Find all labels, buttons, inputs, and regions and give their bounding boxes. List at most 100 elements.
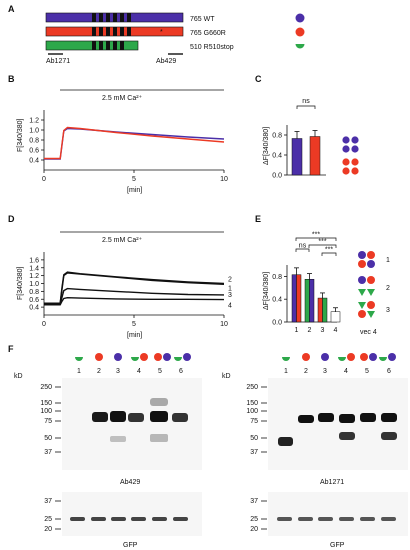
construct-label-wt: 765 WT <box>190 16 215 23</box>
legend-e-label-4: vec 4 <box>360 329 377 336</box>
panel-label-e: E <box>255 214 261 224</box>
loading-label-left: GFP <box>123 542 138 549</box>
ytick-label: 1.2 <box>29 273 39 280</box>
xtick-label: 1 <box>295 327 299 334</box>
mw-label-right: 150 <box>246 400 258 407</box>
panel-a-constructs: * Ab1271 Ab429 765 WT 765 G660R 510 R510… <box>45 12 305 65</box>
bar <box>309 136 321 176</box>
xtick-label: 0 <box>42 176 46 183</box>
mw-label-left: 37 <box>44 498 52 505</box>
panel-label-c: C <box>255 74 262 84</box>
sig-bracket-c <box>296 105 316 109</box>
xlabel-b: [min] <box>127 187 142 194</box>
bar <box>322 297 328 323</box>
series-line-1 <box>44 126 225 160</box>
ytick-label: 1.0 <box>29 128 39 135</box>
lane-number-right: 4 <box>344 368 348 375</box>
ytick-label: 0.8 <box>29 138 39 145</box>
mw-label-right: 50 <box>250 435 258 442</box>
lane-number-left: 3 <box>116 368 120 375</box>
sig-bracket-e <box>321 252 337 256</box>
ytick-label: 1.0 <box>29 281 39 288</box>
ylabel-c: ΔF[340/380] <box>263 127 270 165</box>
panel-label-d: D <box>8 214 15 224</box>
series-line-3 <box>44 287 225 305</box>
xtick-label: 3 <box>321 327 325 334</box>
legend-e-label-3: 3 <box>386 307 390 314</box>
ca-annotation-d: 2.5 mM Ca²⁺ <box>102 237 143 244</box>
mw-label-left: 25 <box>44 516 52 523</box>
panel-b-chart: 2.5 mM Ca²⁺ F[340/380] [min] 0.4 0.6 0.8 1.… <box>17 89 228 194</box>
mw-label-left: 37 <box>44 449 52 456</box>
ylabel-d: F[340/380] <box>17 266 24 300</box>
panel-label-b: B <box>8 74 15 84</box>
mw-label-right: 250 <box>246 384 258 391</box>
legend-c-wt <box>342 136 359 153</box>
mw-label-left: 50 <box>44 435 52 442</box>
ytick-label: 1.2 <box>29 118 39 125</box>
ytick-label: 1.6 <box>29 257 39 264</box>
ytick-label: 0.8 <box>272 133 282 140</box>
lane-number-right: 3 <box>323 368 327 375</box>
mw-label-right: 37 <box>250 498 258 505</box>
ytick-label: 0.4 <box>29 158 39 165</box>
mw-label-right: 20 <box>250 526 258 533</box>
loading-label-right: GFP <box>330 542 345 549</box>
kd-label-left: kD <box>14 373 23 380</box>
bar <box>317 297 323 323</box>
ytick-label: 0.0 <box>272 320 282 327</box>
lane-number-right: 6 <box>387 368 391 375</box>
bar <box>304 279 310 323</box>
panel-c-chart: ΔF[340/380] 0.0 0.4 0.8 ns <box>263 98 359 180</box>
blot-gfp-left <box>62 492 202 536</box>
xtick-label: 5 <box>132 321 136 328</box>
lane-number-right: 1 <box>284 368 288 375</box>
tm-domain-stripes <box>92 13 131 50</box>
sig-label-c: ns <box>302 98 310 105</box>
xtick-label: 2 <box>308 327 312 334</box>
bands-gfp-right <box>277 517 396 521</box>
lane-icons-right <box>282 353 396 361</box>
series-line-4 <box>44 296 225 306</box>
ylabel-b: F[340/380] <box>17 118 24 152</box>
xtick-label: 10 <box>220 321 228 328</box>
bands-gfp-left <box>70 517 188 521</box>
lane-icons-left <box>75 353 191 361</box>
legend-c-g660r <box>342 158 359 175</box>
bar <box>330 311 341 323</box>
mw-label-right: 25 <box>250 516 258 523</box>
xlabel-d: [min] <box>127 332 142 339</box>
mw-label-right: 37 <box>250 449 258 456</box>
mw-label-left: 250 <box>40 384 52 391</box>
ytick-label: 1.4 <box>29 265 39 272</box>
bands-ab429 <box>92 398 188 442</box>
legend-e-label-1: 1 <box>386 257 390 264</box>
mutation-star: * <box>160 29 163 36</box>
panel-label-f: F <box>8 344 14 354</box>
g660r-circle-icon <box>295 27 305 37</box>
xtick-label: 10 <box>220 176 228 183</box>
sig-bracket-e <box>295 237 337 241</box>
mw-label-right: 75 <box>250 418 258 425</box>
ylabel-e: ΔF[340/380] <box>263 272 270 310</box>
trace-label: 4 <box>228 303 232 310</box>
mw-label-left: 100 <box>40 408 52 415</box>
sig-label-e: *** <box>318 239 326 246</box>
xtick-label: 5 <box>132 176 136 183</box>
lane-number-left: 6 <box>179 368 183 375</box>
sig-label-e: *** <box>312 232 320 239</box>
legend-e <box>358 251 375 318</box>
sig-bracket-e <box>295 248 310 252</box>
trace-label: 1 <box>228 285 232 292</box>
antibody-label-ab1271: Ab1271 <box>46 58 70 65</box>
ytick-label: 0.8 <box>272 274 282 281</box>
blot-ab1271 <box>268 378 408 470</box>
sig-label-e: ns <box>299 243 307 250</box>
sig-label-e: *** <box>325 247 333 254</box>
ytick-label: 0.0 <box>272 173 282 180</box>
blot-gfp-right <box>268 492 408 536</box>
series-line-0 <box>44 127 225 160</box>
lane-number-right: 2 <box>304 368 308 375</box>
ytick-label: 0.4 <box>272 153 282 160</box>
